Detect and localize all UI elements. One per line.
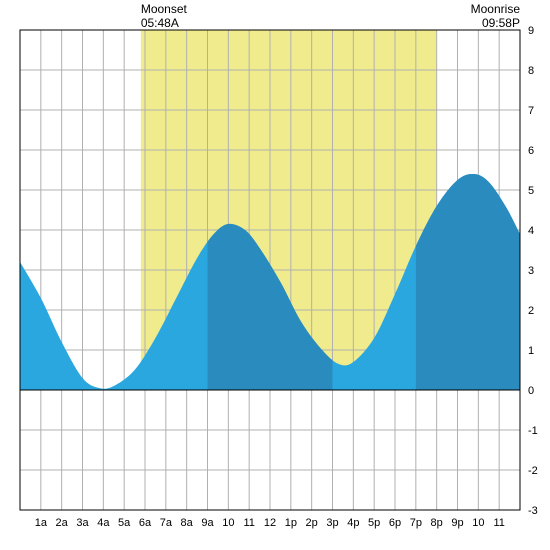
svg-text:2a: 2a (56, 517, 69, 529)
svg-text:1: 1 (528, 345, 534, 357)
svg-text:4p: 4p (347, 517, 359, 529)
svg-text:7p: 7p (410, 517, 422, 529)
svg-text:9p: 9p (451, 517, 463, 529)
svg-text:9a: 9a (201, 517, 214, 529)
svg-text:3p: 3p (326, 517, 338, 529)
svg-text:11: 11 (243, 517, 254, 529)
svg-text:5: 5 (528, 185, 534, 197)
svg-text:6p: 6p (389, 517, 401, 529)
svg-text:-1: -1 (528, 425, 538, 437)
svg-text:5a: 5a (118, 517, 131, 529)
svg-text:-2: -2 (528, 465, 538, 477)
svg-text:4: 4 (528, 225, 534, 237)
moonset-header: Moonset 05:48A (141, 2, 187, 31)
moonrise-label: Moonrise (471, 2, 520, 16)
svg-text:10: 10 (472, 517, 484, 529)
chart-svg: -3-2-101234567891a2a3a4a5a6a7a8a9a101112… (0, 0, 550, 550)
tide-chart: -3-2-101234567891a2a3a4a5a6a7a8a9a101112… (0, 0, 550, 550)
svg-text:12: 12 (264, 517, 276, 529)
svg-text:5p: 5p (368, 517, 380, 529)
svg-text:10: 10 (222, 517, 234, 529)
moonrise-time: 09:58P (471, 16, 520, 30)
svg-text:11: 11 (493, 517, 504, 529)
svg-text:9: 9 (528, 25, 534, 37)
svg-text:8a: 8a (181, 517, 194, 529)
svg-text:1a: 1a (35, 517, 48, 529)
svg-text:4a: 4a (97, 517, 110, 529)
moonset-label: Moonset (141, 2, 187, 16)
moonset-time: 05:48A (141, 16, 187, 30)
svg-text:7a: 7a (160, 517, 173, 529)
svg-text:6: 6 (528, 145, 534, 157)
svg-text:-3: -3 (528, 505, 538, 517)
svg-text:1p: 1p (285, 517, 297, 529)
svg-text:8: 8 (528, 65, 534, 77)
svg-text:7: 7 (528, 105, 534, 117)
svg-text:3: 3 (528, 265, 534, 277)
svg-text:8p: 8p (431, 517, 443, 529)
moonrise-header: Moonrise 09:58P (471, 2, 520, 31)
svg-text:2: 2 (528, 305, 534, 317)
svg-text:2p: 2p (306, 517, 318, 529)
svg-text:0: 0 (528, 385, 534, 397)
svg-text:6a: 6a (139, 517, 152, 529)
svg-text:3a: 3a (76, 517, 89, 529)
